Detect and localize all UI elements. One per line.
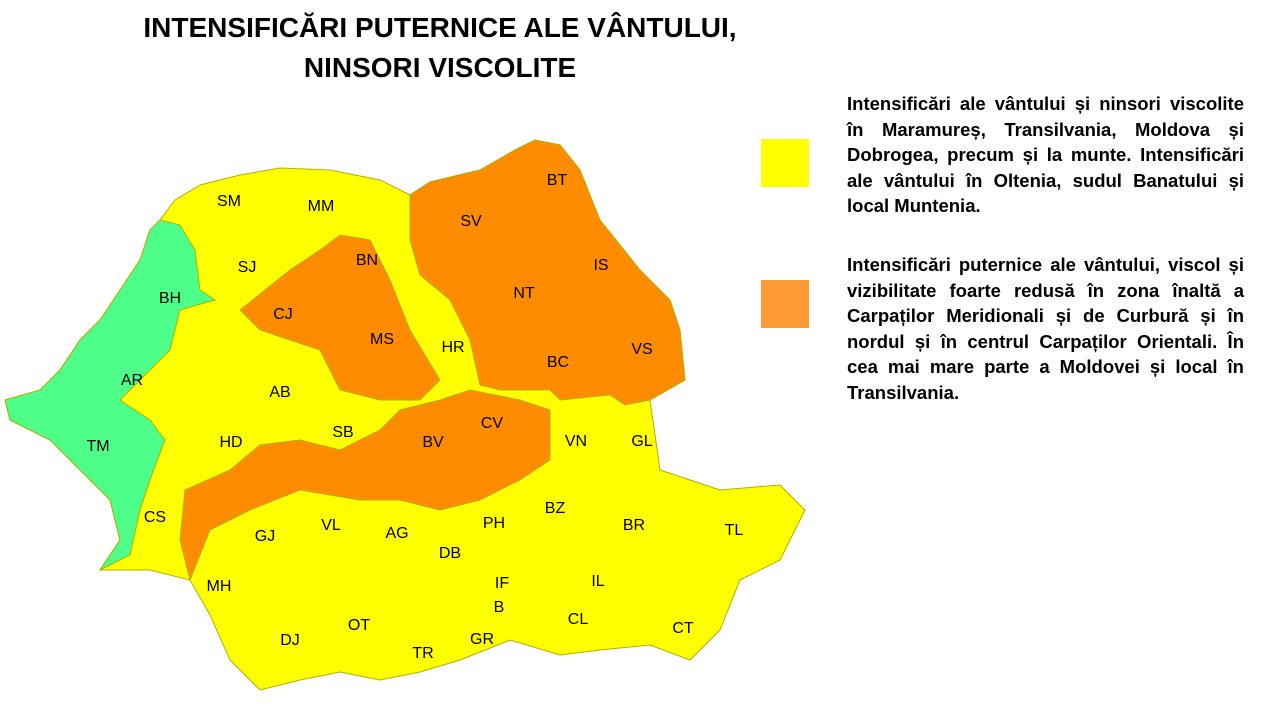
county-label-db: DB [439, 545, 461, 562]
county-label-if: IF [495, 575, 509, 592]
region-orange-northeast [409, 139, 686, 406]
county-label-bh: BH [159, 290, 181, 307]
region-green [4, 219, 217, 572]
county-label-cv: CV [481, 415, 504, 432]
county-label-vs: VS [631, 341, 652, 358]
county-label-ar: AR [121, 372, 143, 389]
legend-swatch-yellow [761, 139, 809, 187]
legend-text-yellow: Intensificări ale vântului și ninsori vi… [847, 93, 1244, 217]
county-label-is: IS [593, 257, 608, 274]
county-label-sb: SB [332, 424, 353, 441]
county-label-ag: AG [385, 525, 408, 542]
county-label-ph: PH [483, 515, 505, 532]
county-label-b: B [494, 599, 505, 616]
title-line-1: INTENSIFICĂRI PUTERNICE ALE VÂNTULUI, [143, 12, 737, 43]
county-label-tm: TM [86, 438, 109, 455]
county-label-bz: BZ [545, 500, 566, 517]
county-label-mh: MH [207, 578, 232, 595]
region-orange-south-carpathians [179, 389, 551, 582]
title-line-2: NINSORI VISCOLITE [303, 52, 577, 83]
region-orange-center [239, 234, 441, 401]
county-label-nt: NT [513, 285, 535, 302]
county-label-tl: TL [725, 522, 744, 539]
county-label-mm: MM [308, 198, 335, 215]
county-label-br: BR [623, 517, 645, 534]
county-label-bc: BC [547, 354, 569, 371]
legend-swatch-orange [761, 280, 809, 328]
county-label-vn: VN [565, 433, 587, 450]
map-title: INTENSIFICĂRI PUTERNICE ALE VÂNTULUI, NI… [60, 8, 820, 88]
legend-text-orange: Intensificări puternice ale vântului, vi… [847, 254, 1244, 403]
county-label-cj: CJ [273, 306, 293, 323]
county-label-tr: TR [412, 645, 433, 662]
county-label-bt: BT [547, 172, 568, 189]
county-label-bn: BN [356, 252, 378, 269]
county-label-ct: CT [672, 620, 694, 637]
county-label-cs: CS [144, 509, 166, 526]
county-label-cl: CL [568, 611, 589, 628]
county-label-gj: GJ [255, 528, 275, 545]
county-label-gr: GR [470, 631, 494, 648]
county-label-gl: GL [631, 433, 652, 450]
county-label-sm: SM [217, 193, 241, 210]
county-label-dj: DJ [280, 632, 300, 649]
county-label-hr: HR [441, 339, 464, 356]
county-label-vl: VL [321, 517, 341, 534]
county-label-sv: SV [460, 213, 482, 230]
county-label-ab: AB [269, 384, 290, 401]
county-label-sj: SJ [238, 259, 257, 276]
county-label-ot: OT [348, 617, 370, 634]
county-label-ms: MS [370, 331, 394, 348]
county-label-hd: HD [219, 434, 242, 451]
county-label-il: IL [591, 573, 604, 590]
county-label-bv: BV [422, 434, 444, 451]
